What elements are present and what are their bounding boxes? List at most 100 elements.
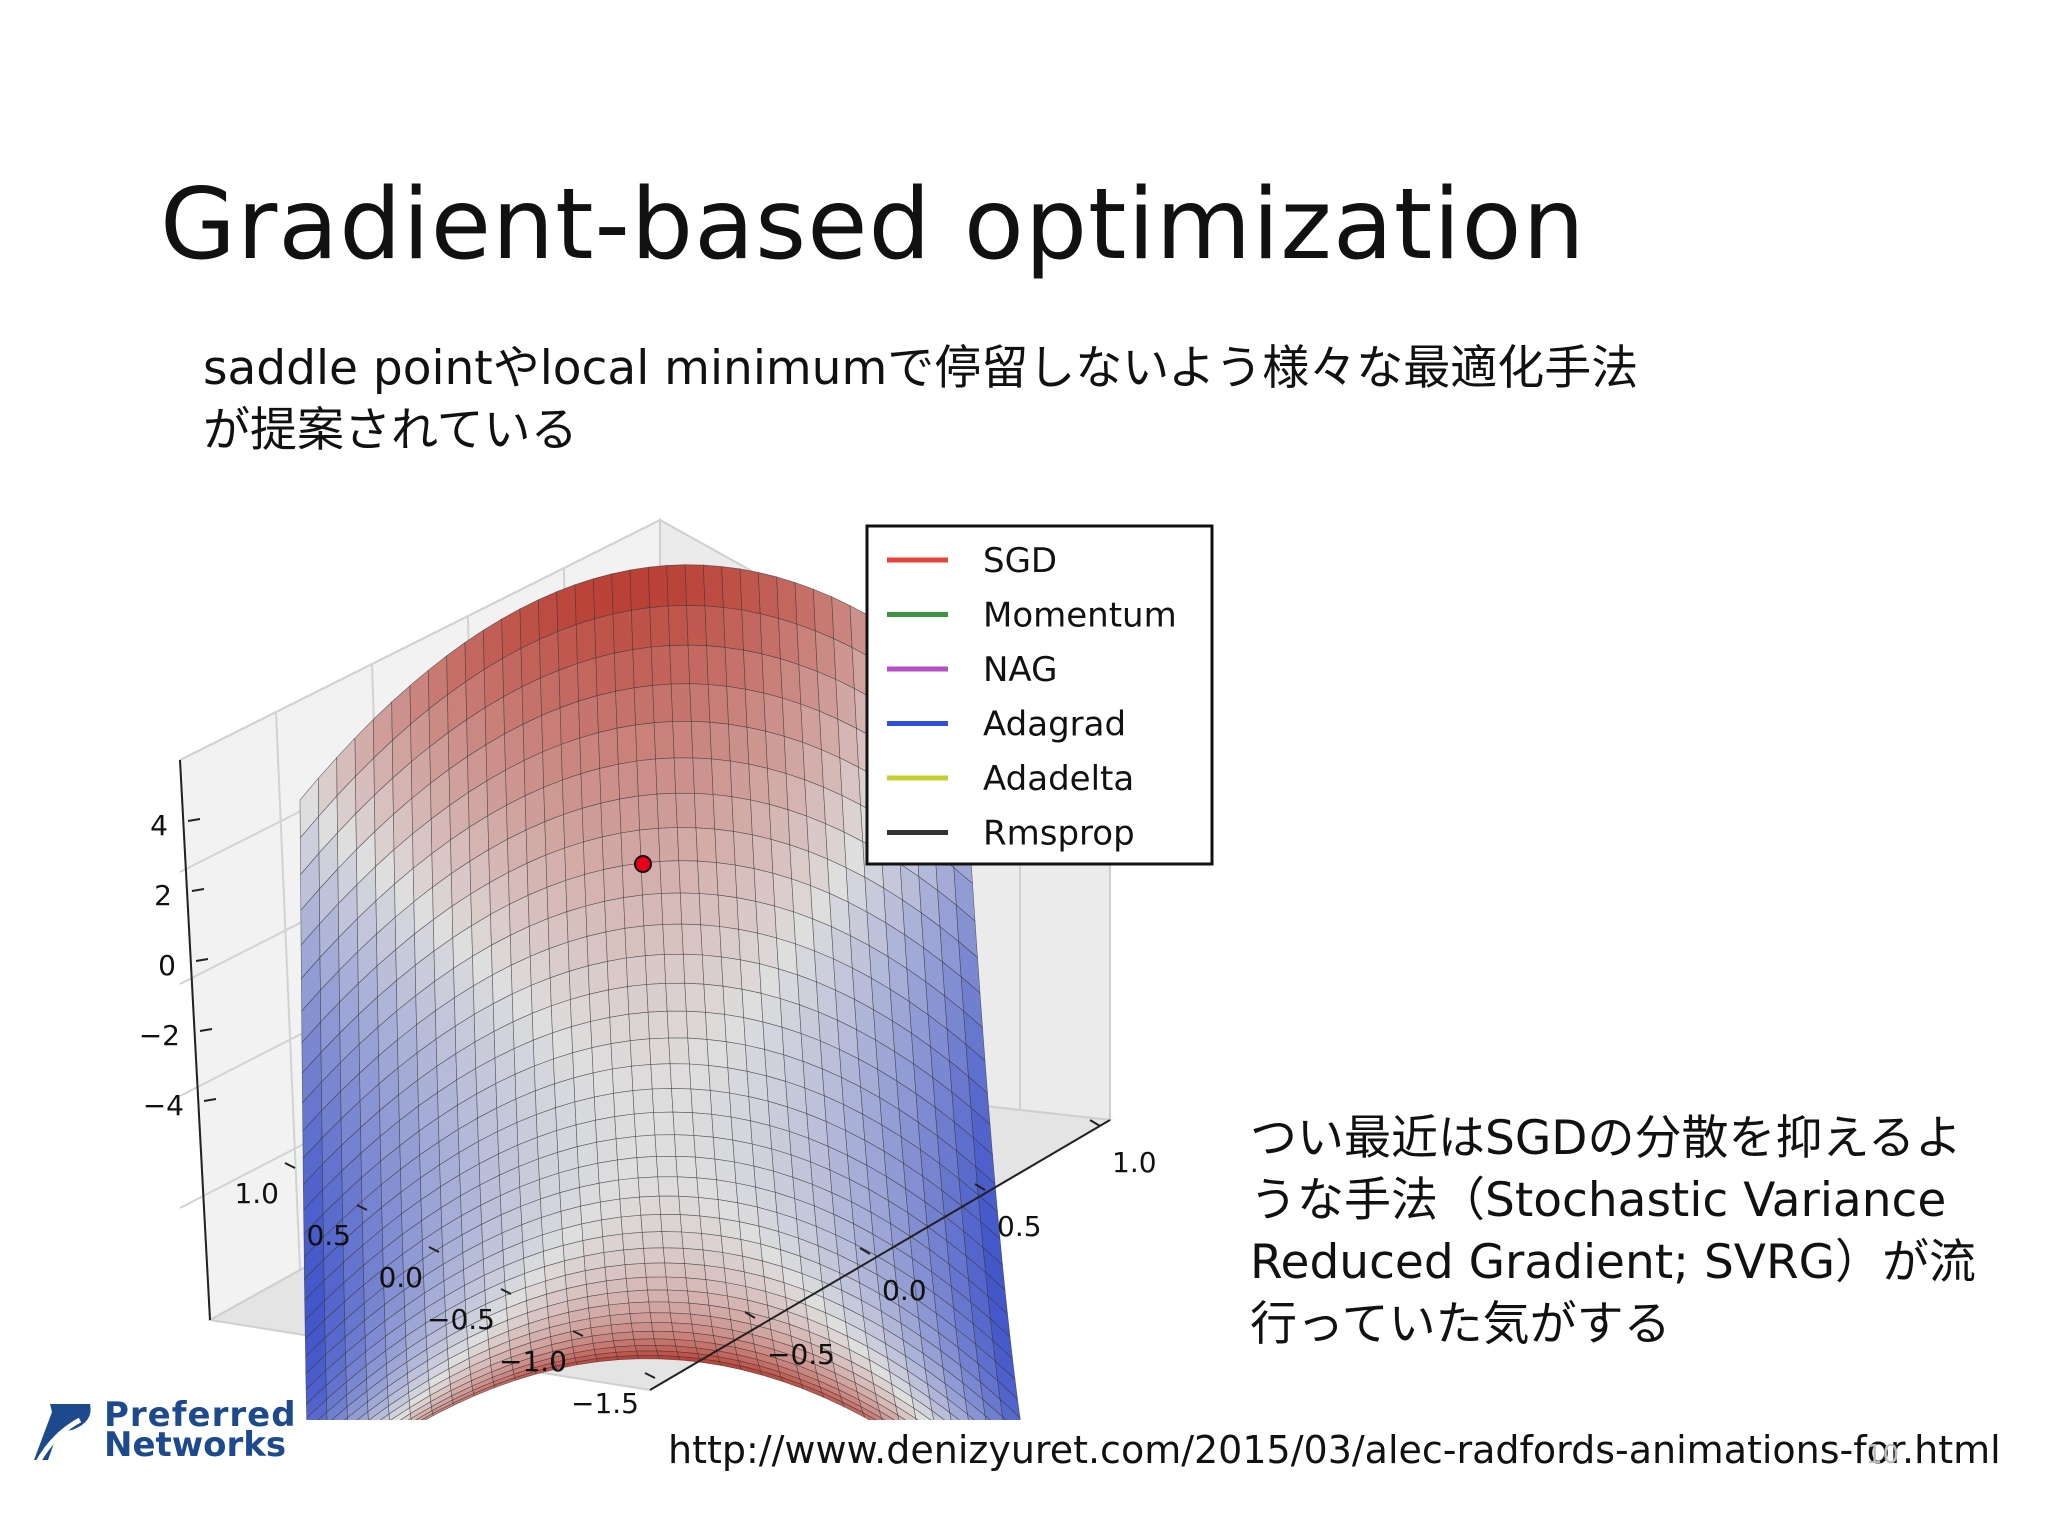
surface-facet	[712, 794, 734, 832]
y-tick	[428, 1246, 440, 1253]
surface-facet	[676, 827, 698, 862]
note-line-3: Reduced Gradient; SVRG）が流	[1250, 1235, 1977, 1290]
note-line-2: うな手法（Stochastic Variance	[1250, 1173, 1947, 1228]
surface-facet	[589, 989, 611, 1022]
surface-facet	[697, 860, 719, 896]
surface-facet	[746, 726, 768, 769]
surface-facet	[652, 1330, 675, 1340]
z-tick	[187, 818, 201, 822]
y-tick-label: −0.5	[427, 1303, 495, 1336]
surface-facet	[628, 1301, 651, 1314]
surface-facet	[604, 897, 626, 933]
surface-facet	[317, 1411, 328, 1420]
surface-facet	[727, 1067, 750, 1097]
surface-facet	[595, 1116, 617, 1143]
legend-label: NAG	[983, 650, 1057, 690]
surface-facet	[741, 609, 763, 655]
surface-facet	[575, 618, 597, 664]
surface-facet	[573, 1072, 595, 1103]
surface-facet	[666, 1010, 689, 1039]
surface-facet	[678, 1195, 701, 1217]
surface-facet	[711, 758, 733, 798]
surface-facet	[670, 683, 692, 722]
surface-facet	[660, 1214, 683, 1233]
surface-facet	[539, 631, 560, 679]
surface-facet	[611, 569, 632, 615]
surface-facet	[730, 1116, 753, 1145]
surface-facet	[711, 1113, 734, 1141]
x-tick-label: 0.5	[997, 1210, 1042, 1243]
surface-facet	[613, 1090, 635, 1117]
surface-facet	[613, 649, 635, 692]
surface-facet	[877, 1402, 900, 1420]
x-tick	[859, 1247, 871, 1255]
surface-facet	[631, 607, 652, 650]
surface-facet	[602, 1233, 625, 1253]
surface-facet	[984, 1414, 991, 1420]
intro-line-1: saddle pointやlocal minimumで停留しないよう様々な最適化…	[203, 341, 1639, 396]
z-tick	[203, 1098, 217, 1102]
surface-facet	[598, 727, 619, 769]
surface-facet	[566, 905, 588, 943]
surface-facet	[568, 965, 590, 1000]
surface-facet	[712, 1136, 735, 1163]
surface-facet	[728, 723, 750, 765]
surface-facet	[671, 1088, 693, 1114]
surface-facet	[600, 798, 622, 838]
surface-facet	[658, 1195, 681, 1215]
surface-facet	[709, 721, 731, 762]
surface-facet	[717, 894, 739, 930]
surface-facet	[780, 658, 802, 705]
surface-facet	[636, 1156, 659, 1179]
surface-facet	[982, 1398, 1004, 1420]
surface-facet	[617, 760, 639, 800]
surface-facet	[678, 860, 700, 894]
surface-facet	[593, 1092, 616, 1121]
surface-facet	[570, 993, 591, 1028]
surface-plot: 420−2−41.00.50.0−0.5−1.0−1.51.00.50.0−0.…	[139, 518, 1214, 1420]
surface-facet	[733, 831, 755, 869]
surface-facet	[585, 900, 607, 937]
surface-facet	[584, 869, 606, 907]
intro-text: saddle pointやlocal minimumで停留しないよう様々な最適化…	[203, 338, 1763, 462]
surface-facet	[605, 1278, 628, 1294]
surface-facet	[880, 1417, 886, 1420]
surface-facet	[657, 1176, 680, 1197]
surface-facet	[687, 644, 709, 685]
surface-facet	[684, 564, 706, 607]
surface-facet	[653, 1338, 677, 1347]
x-tick	[744, 1311, 756, 1319]
surface-facet	[652, 683, 674, 724]
surface-facet	[757, 572, 779, 619]
surface-facet	[739, 568, 761, 615]
surface-facet	[603, 1249, 626, 1268]
surface-facet	[619, 1196, 642, 1218]
surface-facet	[594, 613, 615, 659]
surface-facet	[603, 865, 624, 902]
surface-facet	[537, 591, 559, 640]
surface-facet	[767, 767, 789, 811]
legend-label: Adagrad	[983, 705, 1126, 745]
surface-facet	[698, 1197, 720, 1219]
x-tick	[974, 1183, 986, 1191]
surface-facet	[579, 732, 601, 775]
surface-facet	[649, 1312, 673, 1324]
z-tick-label: −2	[139, 1019, 180, 1052]
surface-facet	[757, 932, 779, 970]
surface-facet	[662, 923, 684, 955]
surface-facet	[598, 1179, 621, 1203]
surface-facet	[729, 760, 751, 801]
surface-facet	[618, 1177, 640, 1200]
surface-facet	[665, 1276, 688, 1292]
surface-facet	[556, 584, 577, 632]
surface-facet	[709, 1090, 732, 1118]
surface-facet	[674, 1134, 696, 1158]
surface-facet	[595, 652, 616, 697]
z-axis-line	[179, 759, 211, 1321]
surface-facet	[663, 953, 686, 984]
surface-facet	[666, 564, 687, 607]
source-link[interactable]: http://www.denizyuret.com/2015/03/alec-r…	[668, 1428, 2001, 1472]
surface-facet	[785, 773, 808, 817]
surface-facet	[724, 647, 746, 690]
surface-facet	[624, 1262, 647, 1279]
